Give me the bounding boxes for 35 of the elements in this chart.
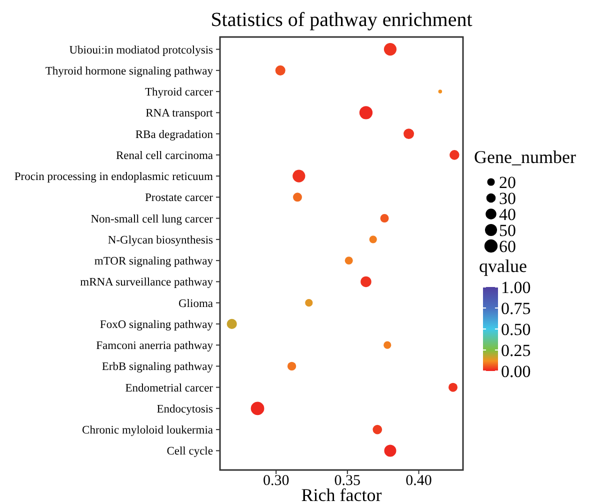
- y-tick-label: Non-small cell lung carcer: [90, 213, 214, 226]
- y-tick-label: Thyroid hormone signaling pathway: [45, 65, 214, 78]
- y-tick-label: Endometrial carcer: [125, 382, 214, 394]
- y-tick-label: Ubioui:in modiatod protcolysis: [69, 44, 214, 56]
- x-tick-label: 0.40: [406, 473, 432, 489]
- color-bar-label: 1.00: [501, 278, 531, 297]
- y-tick-label: Renal cell carcinoma: [116, 150, 213, 162]
- legend-label: 50: [499, 221, 516, 240]
- legend-label: 60: [499, 237, 516, 256]
- x-tick-label: 0.30: [262, 473, 290, 489]
- legend-label: 40: [499, 205, 516, 224]
- y-tick-label: FoxO signaling pathway: [100, 318, 214, 331]
- y-tick-label: RBa degradation: [135, 128, 214, 141]
- color-bar-label: 0.50: [501, 320, 531, 339]
- color-bar-label: 0.75: [501, 299, 531, 318]
- y-tick-label: Prostate carcer: [144, 192, 214, 204]
- legend-title: Gene_number: [474, 147, 576, 167]
- y-tick-label: Chronic myloloid loukermia: [82, 424, 213, 437]
- color-bar-label: 0.00: [501, 362, 531, 381]
- y-tick-label: N-Glycan biosynthesis: [108, 234, 214, 246]
- color-bar-label: 0.25: [501, 341, 531, 360]
- y-tick-label: Glioma: [178, 298, 213, 310]
- legend-label: 20: [499, 173, 516, 192]
- y-tick-label: mTOR signaling pathway: [94, 256, 214, 268]
- y-tick-label: Procin processing in endoplasmic reticuum: [14, 171, 214, 184]
- y-tick-label: Endocytosis: [156, 403, 214, 416]
- chart-title: Statistics of pathway enrichment: [210, 9, 473, 31]
- color-bar-title: qvalue: [479, 256, 527, 276]
- y-tick-label: mRNA surveillance pathway: [80, 276, 214, 289]
- y-tick-label: Thyroid carcer: [144, 86, 214, 99]
- y-tick-label: ErbB signaling pathway: [102, 361, 214, 374]
- y-tick-label: Cell cycle: [166, 446, 213, 458]
- legend-label: 30: [499, 189, 516, 208]
- y-tick-label: RNA transport: [146, 108, 214, 120]
- y-tick-label: Famconi anerria pathway: [96, 340, 214, 352]
